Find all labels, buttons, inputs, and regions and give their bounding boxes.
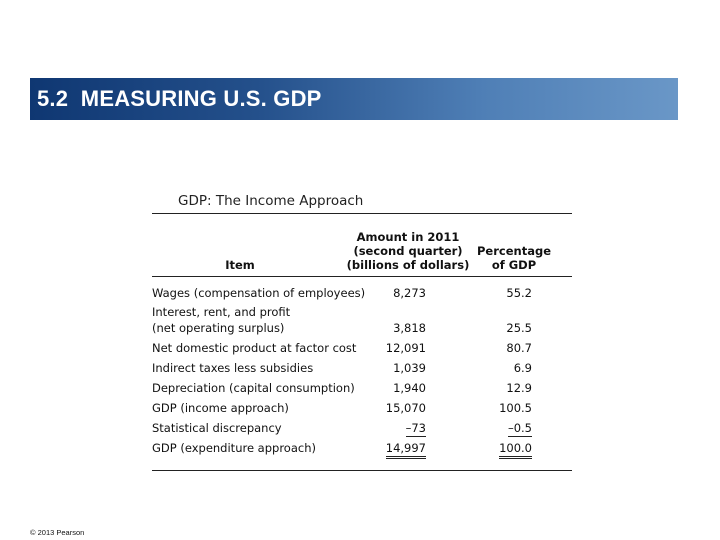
- row-amount: 8,273: [393, 286, 426, 300]
- income-approach-table: GDP: The Income Approach Item Amount in …: [146, 169, 574, 475]
- row-amount: –73: [405, 421, 426, 437]
- row-percentage: 80.7: [506, 341, 532, 355]
- copyright-notice: © 2013 Pearson: [30, 528, 85, 537]
- table-row: Net domestic product at factor cost 12,0…: [152, 341, 572, 357]
- row-item: Wages (compensation of employees): [152, 286, 366, 300]
- table-row: Wages (compensation of employees) 8,273 …: [152, 286, 572, 302]
- table-bottom-rule: [152, 470, 572, 471]
- row-item: Statistical discrepancy: [152, 421, 282, 435]
- row-percentage-underlined: –0.5: [482, 421, 532, 437]
- row-item: GDP (income approach): [152, 401, 289, 415]
- header-percentage-line-2: of GDP: [491, 258, 537, 272]
- row-percentage: 100.0: [499, 441, 532, 459]
- row-amount: 3,818: [393, 321, 426, 335]
- header-item: Item: [225, 258, 255, 272]
- row-percentage: 25.5: [506, 321, 532, 335]
- slide-title: 5.2 MEASURING U.S. GDP: [37, 86, 322, 111]
- header-percentage-line-1: Percentage: [477, 244, 551, 258]
- table-row: Interest, rent, and profit: [152, 305, 572, 321]
- table-caption: GDP: The Income Approach: [178, 193, 364, 209]
- header-amount-line-1: Amount in 2011: [356, 230, 460, 244]
- table-row: GDP (expenditure approach) 14,997 100.0: [152, 441, 572, 459]
- row-amount-double-underlined: 14,997: [366, 441, 426, 459]
- row-item: Interest, rent, and profit: [152, 305, 291, 319]
- row-percentage: 6.9: [513, 361, 532, 375]
- row-amount-underlined: –73: [366, 421, 426, 437]
- table-row: Indirect taxes less subsidies 1,039 6.9: [152, 361, 572, 377]
- row-item: Depreciation (capital consumption): [152, 381, 355, 395]
- table-row: (net operating surplus) 3,818 25.5: [152, 321, 572, 337]
- row-amount: 1,940: [393, 381, 426, 395]
- table-top-rule: [152, 213, 572, 214]
- row-percentage: –0.5: [507, 421, 532, 437]
- row-item: Net domestic product at factor cost: [152, 341, 357, 355]
- table-row: GDP (income approach) 15,070 100.5: [152, 401, 572, 417]
- header-amount-line-3: (billions of dollars): [346, 258, 470, 272]
- slide-title-bar: 5.2 MEASURING U.S. GDP: [30, 78, 678, 120]
- row-amount: 12,091: [385, 341, 426, 355]
- header-amount-line-2: (second quarter): [353, 244, 463, 258]
- table-row: Statistical discrepancy –73 –0.5: [152, 421, 572, 437]
- row-amount: 14,997: [385, 441, 426, 459]
- row-item: Indirect taxes less subsidies: [152, 361, 314, 375]
- table-header-rule: [152, 276, 572, 277]
- row-percentage: 12.9: [506, 381, 532, 395]
- row-item: GDP (expenditure approach): [152, 441, 316, 455]
- row-amount: 15,070: [385, 401, 426, 415]
- header-percentage: Percentage of GDP: [474, 244, 554, 272]
- row-percentage: 55.2: [506, 286, 532, 300]
- row-item: (net operating surplus): [152, 321, 285, 335]
- header-amount: Amount in 2011 (second quarter) (billion…: [346, 230, 470, 272]
- row-amount: 1,039: [393, 361, 426, 375]
- row-percentage-double-underlined: 100.0: [482, 441, 532, 459]
- row-percentage: 100.5: [499, 401, 532, 415]
- table-row: Depreciation (capital consumption) 1,940…: [152, 381, 572, 397]
